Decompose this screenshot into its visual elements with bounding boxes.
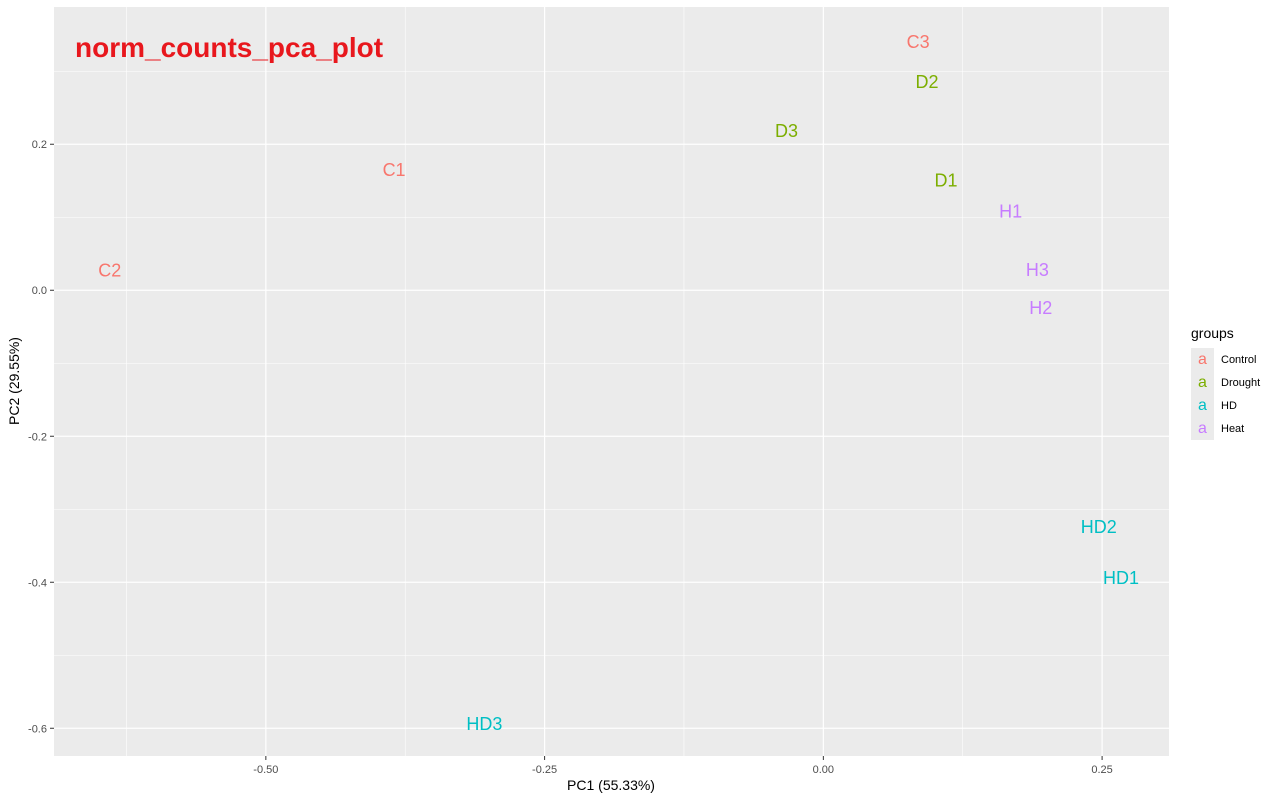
point-label-d3: D3 bbox=[775, 121, 798, 141]
x-tick-label: 0.25 bbox=[1091, 764, 1112, 776]
point-label-d2: D2 bbox=[916, 72, 939, 92]
y-axis-title: PC2 (29.55%) bbox=[6, 337, 22, 425]
x-axis-title: PC1 (55.33%) bbox=[567, 777, 655, 793]
legend-label: Heat bbox=[1221, 423, 1244, 435]
point-label-d1: D1 bbox=[934, 171, 957, 191]
point-label-h1: H1 bbox=[999, 201, 1022, 221]
point-label-c1: C1 bbox=[383, 160, 406, 180]
legend-label: Drought bbox=[1221, 377, 1260, 389]
legend: groups a Control a Drought a HD a Heat bbox=[1191, 325, 1260, 440]
x-tick-label: -0.25 bbox=[532, 764, 557, 776]
y-tick-label: 0.2 bbox=[32, 139, 47, 151]
panel-background bbox=[54, 7, 1169, 756]
legend-key-background bbox=[1191, 417, 1214, 440]
legend-item-drought: a Drought bbox=[1191, 371, 1260, 394]
y-axis: -0.6 -0.4 -0.2 0.0 0.2 bbox=[28, 139, 54, 735]
legend-key-glyph: a bbox=[1198, 374, 1207, 391]
y-tick-label: -0.4 bbox=[28, 577, 47, 589]
legend-label: HD bbox=[1221, 400, 1237, 412]
points-layer: C1 C2 C3 D1 D2 D3 H1 H2 H3 HD1 HD2 HD3 bbox=[98, 32, 1139, 734]
point-label-hd1: HD1 bbox=[1103, 568, 1139, 588]
x-tick-label: -0.50 bbox=[253, 764, 278, 776]
plot-panel bbox=[54, 7, 1169, 756]
x-axis: -0.50 -0.25 0.00 0.25 bbox=[253, 756, 1113, 776]
legend-key-glyph: a bbox=[1198, 420, 1207, 437]
point-label-c2: C2 bbox=[98, 261, 121, 281]
point-label-h2: H2 bbox=[1029, 298, 1052, 318]
point-label-hd2: HD2 bbox=[1081, 517, 1117, 537]
y-tick-label: 0.0 bbox=[32, 285, 47, 297]
legend-label: Control bbox=[1221, 354, 1256, 366]
y-tick-label: -0.6 bbox=[28, 723, 47, 735]
legend-item-heat: a Heat bbox=[1191, 417, 1244, 440]
point-label-h3: H3 bbox=[1026, 260, 1049, 280]
legend-key-background bbox=[1191, 371, 1214, 394]
legend-key-glyph: a bbox=[1198, 351, 1207, 368]
legend-item-hd: a HD bbox=[1191, 394, 1237, 417]
legend-items: a Control a Drought a HD a Heat bbox=[1191, 348, 1260, 440]
legend-key-background bbox=[1191, 348, 1214, 371]
legend-item-control: a Control bbox=[1191, 348, 1256, 371]
point-label-hd3: HD3 bbox=[466, 714, 502, 734]
legend-key-background bbox=[1191, 394, 1214, 417]
point-label-c3: C3 bbox=[907, 32, 930, 52]
y-tick-label: -0.2 bbox=[28, 431, 47, 443]
x-tick-label: 0.00 bbox=[813, 764, 834, 776]
legend-title: groups bbox=[1191, 325, 1234, 341]
legend-key-glyph: a bbox=[1198, 397, 1207, 414]
plot-title: norm_counts_pca_plot bbox=[75, 32, 383, 63]
